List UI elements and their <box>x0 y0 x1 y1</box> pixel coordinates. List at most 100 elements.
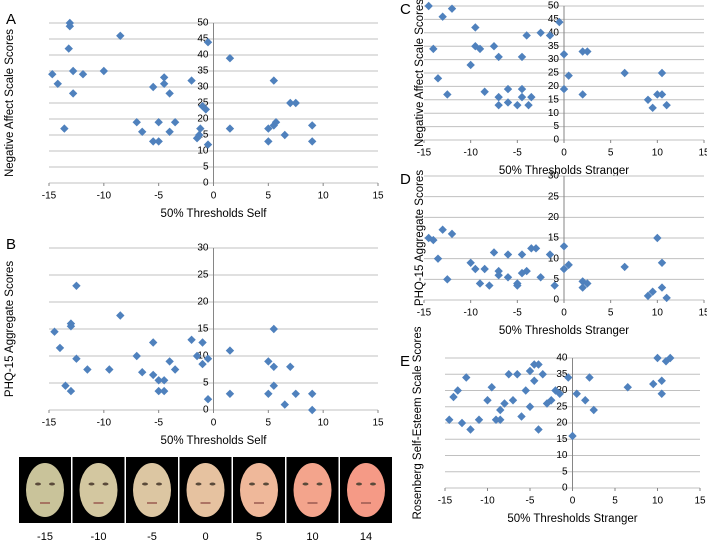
data-point <box>148 82 158 92</box>
y-tick-label: 0 <box>562 483 568 494</box>
data-point <box>195 130 204 140</box>
data-point <box>132 118 141 127</box>
data-point <box>503 273 513 282</box>
data-point <box>643 291 653 301</box>
x-tick-label: 15 <box>698 148 707 159</box>
data-point <box>555 17 564 27</box>
x-tick-label: 10 <box>318 418 330 429</box>
face-eye <box>195 482 202 486</box>
face-label: -15 <box>37 531 53 543</box>
y-tick-label: 50 <box>548 1 560 12</box>
data-point <box>154 376 163 385</box>
x-tick-label: 15 <box>698 308 707 319</box>
data-point <box>61 381 70 390</box>
face-eye <box>102 482 109 486</box>
data-point <box>564 71 573 80</box>
y-tick-label: 40 <box>197 50 209 61</box>
data-point <box>559 50 569 59</box>
data-point <box>132 351 141 361</box>
x-tick-label: -15 <box>417 148 432 159</box>
data-point <box>99 66 109 76</box>
face-eye <box>263 482 269 486</box>
y-tick-label: 25 <box>548 191 560 202</box>
data-point <box>517 84 527 94</box>
data-point <box>269 362 279 371</box>
data-point <box>657 68 667 78</box>
data-point <box>308 121 317 130</box>
data-point <box>503 98 513 107</box>
data-point <box>424 233 433 243</box>
data-point <box>433 254 443 263</box>
y-tick-label: 5 <box>553 274 559 285</box>
x-tick-label: 0 <box>561 308 567 319</box>
face-eye <box>209 482 216 486</box>
y-tick-label: 40 <box>548 27 560 38</box>
y-tick-label: 0 <box>553 295 559 306</box>
data-point <box>308 137 317 146</box>
face-eye <box>249 482 255 486</box>
data-point <box>280 400 289 409</box>
data-point <box>187 76 196 85</box>
x-tick-label: 10 <box>318 191 330 202</box>
x-tick-label: 15 <box>372 191 384 202</box>
data-point <box>513 370 522 379</box>
data-point <box>555 389 564 398</box>
data-point <box>653 233 662 243</box>
data-point <box>50 327 59 336</box>
y-tick-label: 30 <box>556 385 568 396</box>
data-point <box>116 311 125 320</box>
data-point <box>494 100 503 110</box>
data-point <box>154 386 163 396</box>
x-tick-label: 5 <box>266 418 272 429</box>
data-point <box>225 346 235 355</box>
data-point <box>534 360 543 369</box>
data-point <box>480 264 489 274</box>
data-point <box>589 405 598 415</box>
data-point <box>286 98 295 108</box>
data-point <box>165 357 174 366</box>
face-label: 0 <box>202 531 208 543</box>
data-point <box>527 244 536 253</box>
data-point <box>531 244 541 253</box>
data-point <box>291 98 300 108</box>
data-point <box>159 376 169 385</box>
y-axis-title: PHQ-15 Aggregate Scores <box>414 170 426 306</box>
data-point <box>503 250 513 259</box>
data-point <box>578 90 587 99</box>
y-tick-label: 10 <box>197 351 209 362</box>
data-point <box>525 402 535 411</box>
y-tick-label: 25 <box>197 270 209 281</box>
data-point <box>522 266 531 276</box>
data-point <box>545 250 555 259</box>
data-point <box>165 127 174 136</box>
data-point <box>159 79 169 88</box>
y-tick-label: 30 <box>548 171 560 182</box>
x-tick-label: -5 <box>513 148 522 159</box>
data-point <box>517 412 526 421</box>
data-point <box>424 1 433 11</box>
data-point <box>148 370 158 380</box>
data-point <box>453 386 462 395</box>
face-label: -5 <box>147 531 157 543</box>
data-point <box>471 264 480 274</box>
data-point <box>559 84 569 94</box>
x-tick-label: 15 <box>372 418 384 429</box>
data-point <box>449 392 458 402</box>
data-point <box>68 89 78 98</box>
data-point <box>433 74 443 83</box>
data-point <box>653 353 662 363</box>
y-axis-title: Negative Affect Scale Scores <box>414 0 426 147</box>
data-point <box>500 399 509 408</box>
data-point <box>429 44 438 54</box>
data-point <box>653 90 662 99</box>
panel-label: B <box>6 236 16 253</box>
data-point <box>203 140 213 149</box>
data-point <box>648 103 657 113</box>
y-tick-label: 10 <box>548 253 560 264</box>
data-point <box>466 60 475 70</box>
data-point <box>55 343 65 353</box>
data-point <box>462 373 471 382</box>
x-tick-label: 0 <box>211 418 217 429</box>
y-tick-label: 5 <box>203 378 209 389</box>
